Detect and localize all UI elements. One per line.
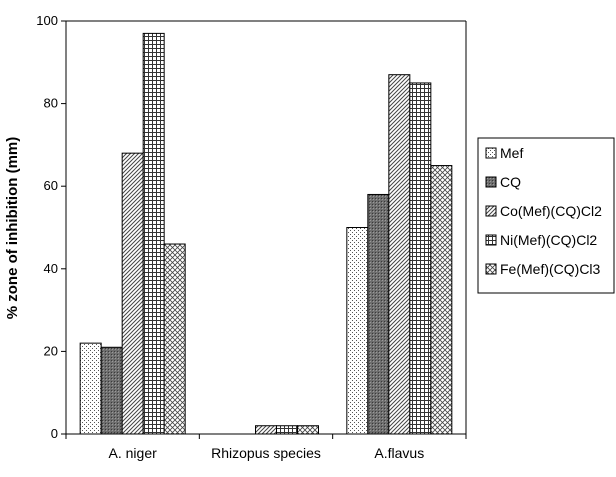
legend-swatch bbox=[485, 147, 497, 159]
legend-swatch bbox=[485, 234, 497, 246]
y-ticks: 0 20 40 60 80 100 bbox=[36, 13, 66, 441]
legend: Mef CQ Co(Mef)(CQ)Cl2 Ni(Mef)(CQ)Cl2 Fe(Mef)… bbox=[485, 145, 602, 277]
bar-ni-mef-cq-cl2-2 bbox=[409, 82, 432, 435]
legend-label: Ni(Mef)(CQ)Cl2 bbox=[500, 232, 597, 248]
legend-label: Mef bbox=[500, 145, 523, 161]
bars bbox=[79, 32, 453, 435]
y-tick-label: 80 bbox=[44, 96, 58, 111]
bar-fe-mef-cq-cl3-1 bbox=[297, 425, 319, 435]
legend-swatch bbox=[485, 176, 497, 188]
y-axis-title: % zone of inhibition (mm) bbox=[4, 137, 21, 319]
bar-co-mef-cq-cl2-2 bbox=[388, 74, 411, 435]
x-ticks bbox=[65, 434, 467, 439]
bar-cq-0 bbox=[100, 346, 123, 435]
legend-label: Co(Mef)(CQ)Cl2 bbox=[500, 203, 602, 219]
bar-ni-mef-cq-cl2-0 bbox=[142, 32, 165, 435]
category-label: Rhizopus species bbox=[211, 445, 321, 461]
legend-box bbox=[477, 137, 615, 294]
category-labels: A. niger Rhizopus species A.flavus bbox=[109, 445, 425, 461]
y-tick-label: 60 bbox=[44, 178, 58, 193]
y-tick-label: 0 bbox=[51, 426, 58, 441]
legend-label: CQ bbox=[500, 174, 521, 190]
y-tick-label: 40 bbox=[44, 261, 58, 276]
y-tick-label: 20 bbox=[44, 343, 58, 358]
legend-swatch bbox=[485, 263, 497, 275]
category-label: A. niger bbox=[109, 445, 158, 461]
y-tick-label: 100 bbox=[36, 13, 58, 28]
bar-fe-mef-cq-cl3-0 bbox=[163, 243, 186, 435]
bar-fe-mef-cq-cl3-2 bbox=[430, 165, 453, 435]
bar-cq-2 bbox=[367, 193, 390, 435]
bar-mef-2 bbox=[346, 227, 369, 435]
bar-mef-0 bbox=[79, 342, 102, 435]
legend-label: Fe(Mef)(CQ)Cl3 bbox=[500, 261, 601, 277]
legend-swatch bbox=[485, 205, 497, 217]
bar-co-mef-cq-cl2-1 bbox=[255, 425, 277, 435]
category-label: A.flavus bbox=[374, 445, 424, 461]
bar-co-mef-cq-cl2-0 bbox=[121, 152, 144, 435]
bar-ni-mef-cq-cl2-1 bbox=[276, 425, 298, 435]
